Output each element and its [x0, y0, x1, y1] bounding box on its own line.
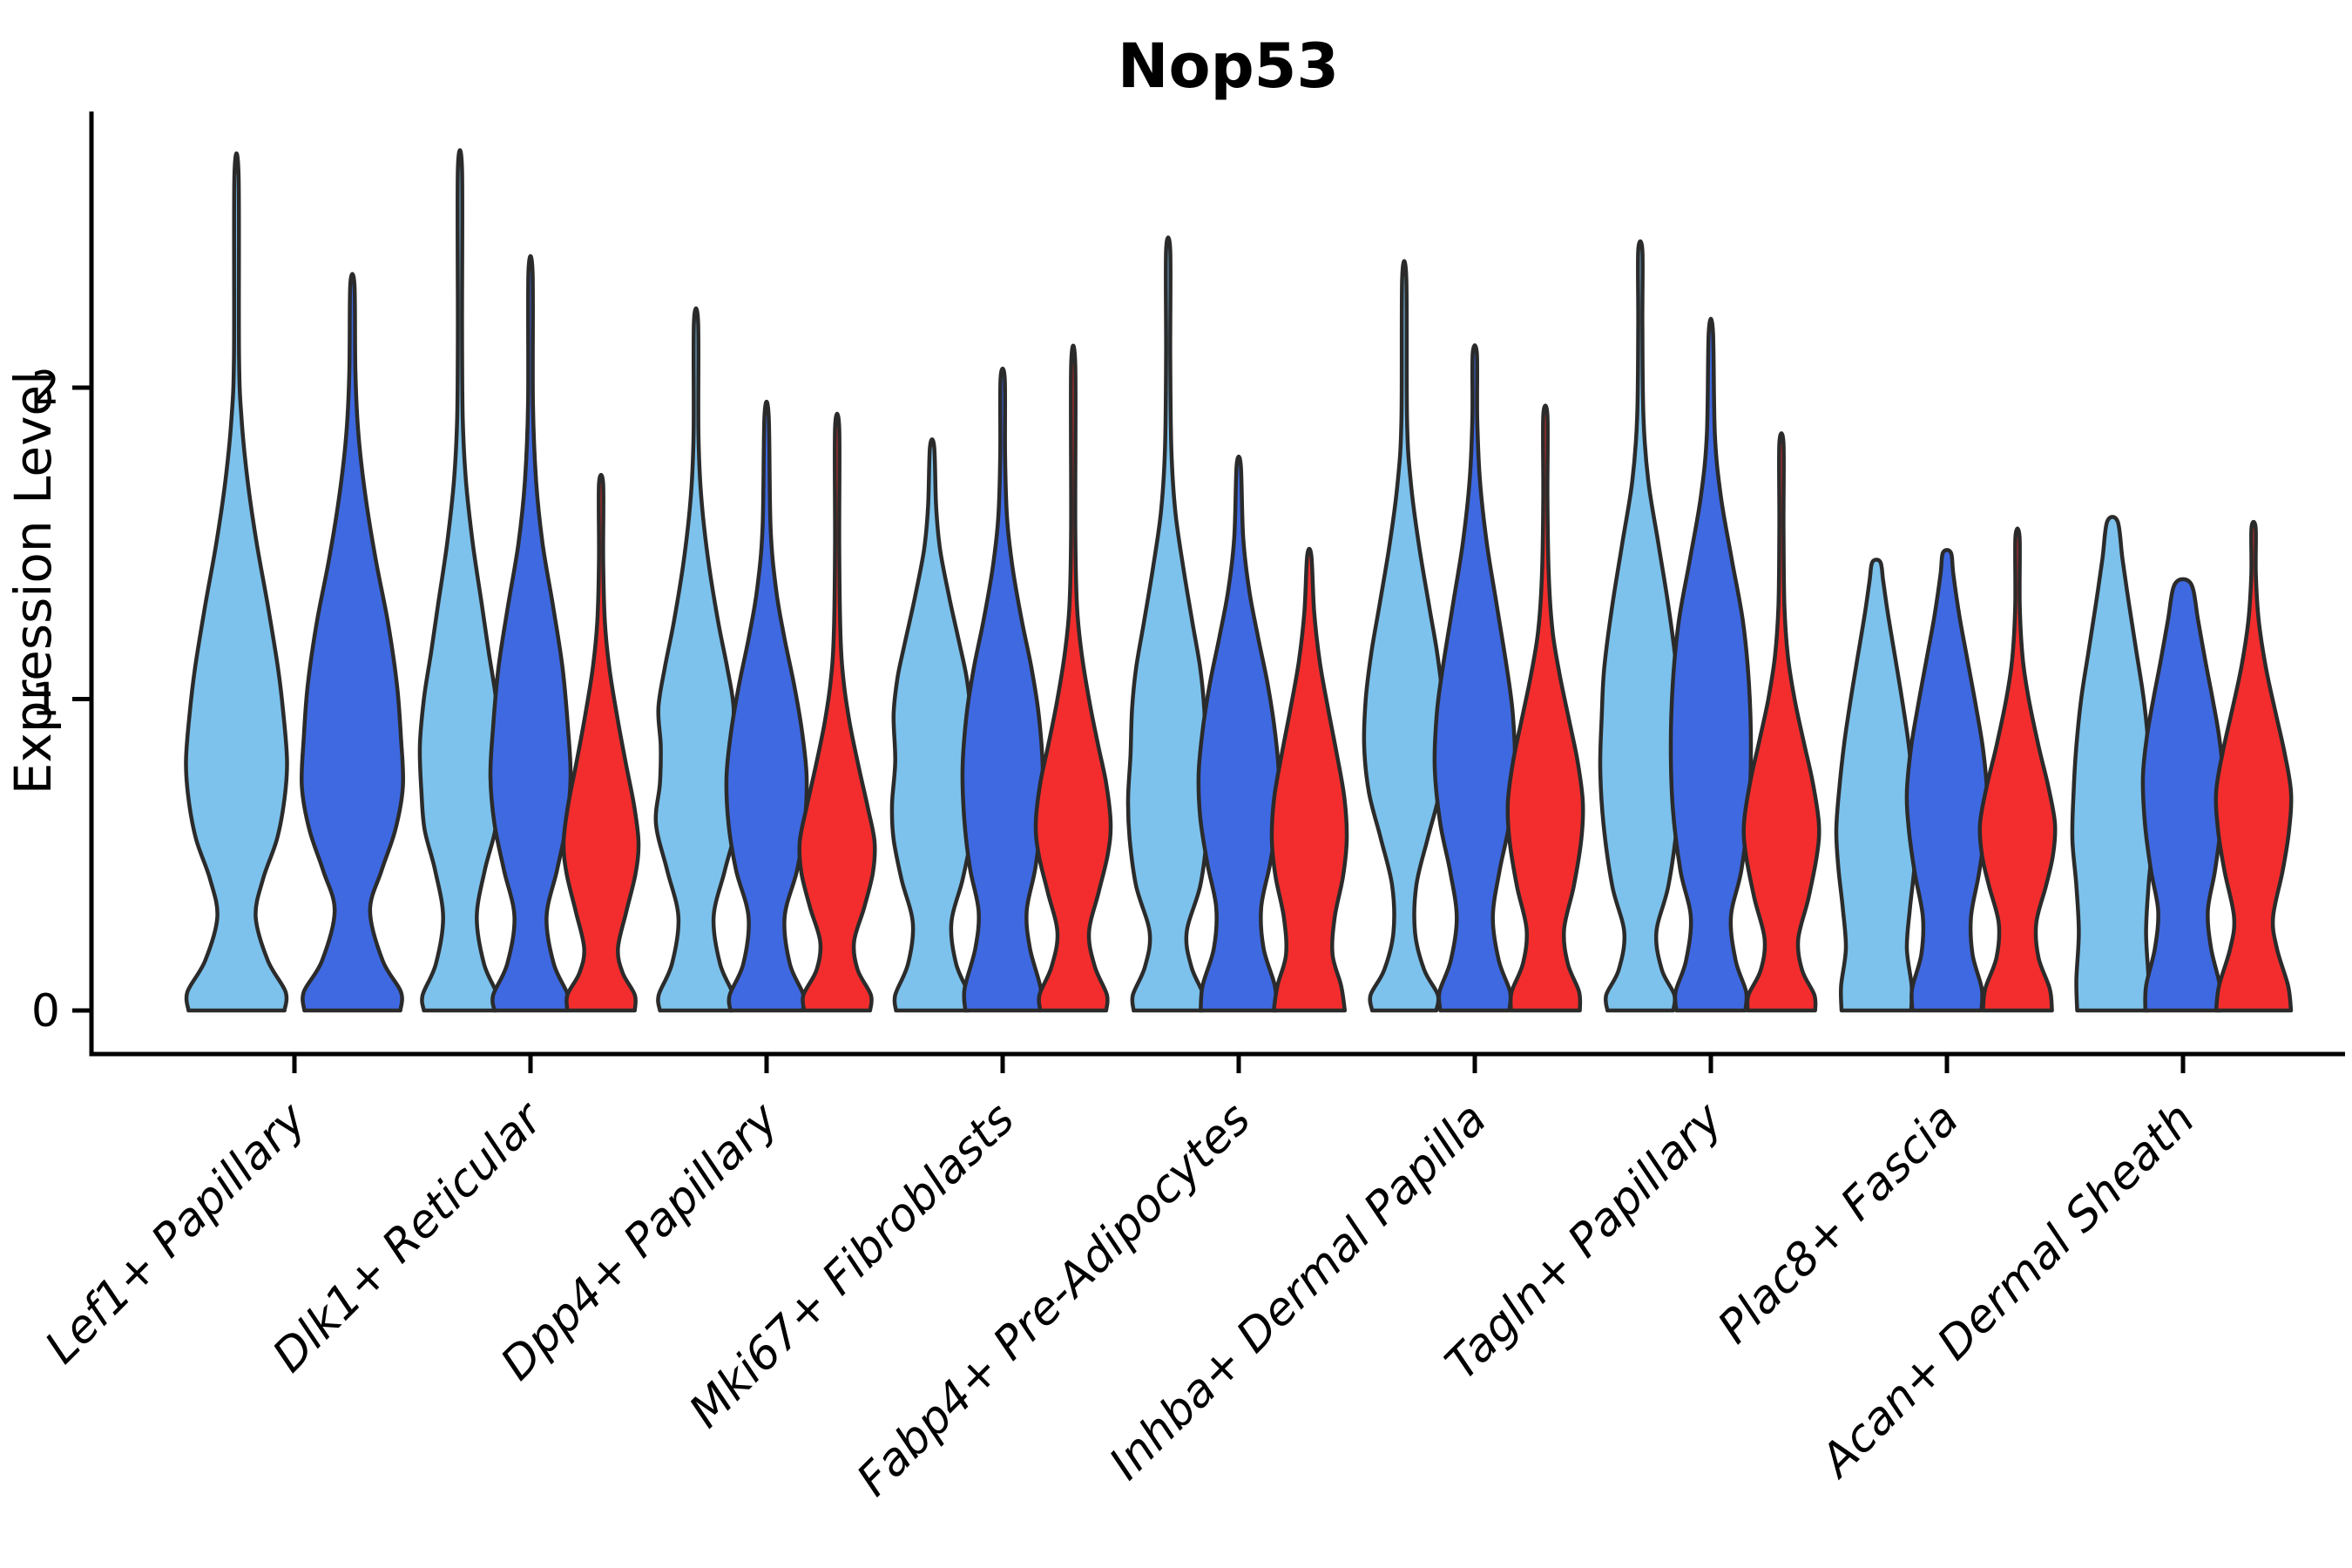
y-tick-label-0: 0: [31, 985, 60, 1037]
violin-inhba-dermal-papilla-split2: [1432, 343, 1517, 1013]
plot-title: Nop53: [1118, 30, 1339, 102]
y-tick-label-2: 2: [31, 362, 60, 415]
violin-dlk1-reticular-split3: [561, 472, 641, 1013]
violin-lef1-papillary-split2: [299, 272, 406, 1013]
y-tick-label-1: 1: [31, 674, 60, 727]
violin-fabp4-pre-adipocytes-split1: [1125, 235, 1211, 1013]
violin-tagln-papillary-split1: [1598, 239, 1683, 1013]
violin-dpp4-papillary-split3: [797, 411, 877, 1013]
violin-dlk1-reticular-split2: [488, 253, 573, 1013]
x-category-label-9: Acan+ Dermal Sheath: [1809, 1093, 2205, 1489]
violin-acan-dermal-sheath-split2: [2140, 577, 2226, 1013]
violin-acan-dermal-sheath-split1: [2070, 515, 2155, 1013]
violin-fabp4-pre-adipocytes-split3: [1269, 546, 1349, 1013]
violin-lef1-papillary-split1: [184, 152, 289, 1013]
violin-mki67-fibroblasts-split2: [960, 366, 1045, 1013]
violin-inhba-dermal-papilla-split3: [1505, 403, 1585, 1013]
violin-inhba-dermal-papilla-split1: [1362, 259, 1447, 1013]
violin-acan-dermal-sheath-split3: [2213, 519, 2294, 1013]
violin-fabp4-pre-adipocytes-split2: [1196, 454, 1281, 1013]
violin-plac8-fascia-split1: [1834, 558, 1919, 1013]
violin-plac8-fascia-split2: [1904, 548, 1990, 1013]
y-axis-title: Expression Level: [3, 371, 63, 794]
violin-tagln-papillary-split2: [1668, 316, 1754, 1013]
violin-dpp4-papillary-split2: [724, 399, 809, 1013]
x-category-label-8: Plac8+ Fascia: [1708, 1093, 1969, 1354]
violin-tagln-papillary-split3: [1741, 431, 1821, 1013]
x-category-label-1: Lef1+ Papillary: [36, 1092, 317, 1374]
violin-dpp4-papillary-split1: [653, 306, 739, 1013]
x-category-label-5: Fabp4+ Pre-Adipocytes: [848, 1093, 1261, 1507]
violin-plac8-fascia-split3: [1977, 526, 2058, 1013]
violin-mki67-fibroblasts-split1: [889, 437, 975, 1013]
violin-mki67-fibroblasts-split3: [1033, 343, 1113, 1013]
x-category-label-6: Inhba+ Dermal Papilla: [1099, 1093, 1497, 1490]
violin-dlk1-reticular-split1: [417, 148, 503, 1013]
